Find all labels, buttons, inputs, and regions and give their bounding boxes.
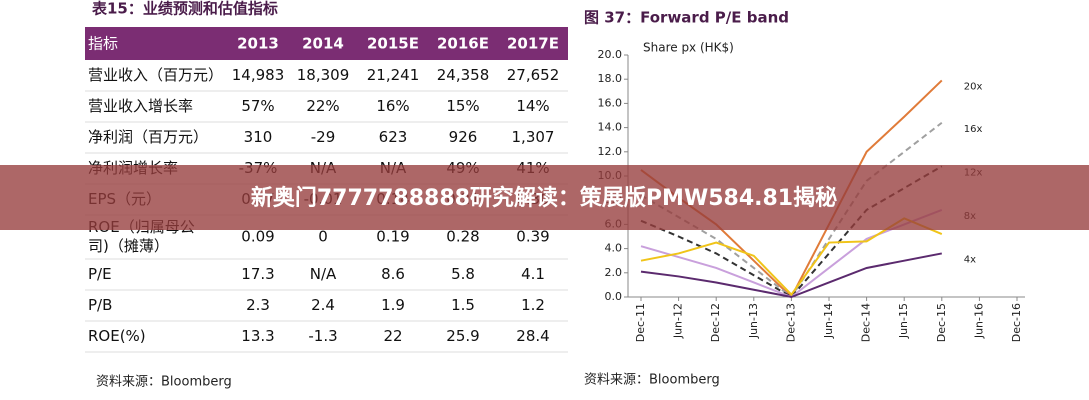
table-row-label: ROE(%): [88, 327, 146, 345]
table-cell: 57%: [241, 97, 274, 115]
table-cell: 0.09: [241, 228, 274, 246]
x-tick-label: Jun-15: [897, 303, 910, 339]
table-row-label: 营业收入（百万元）: [88, 66, 223, 84]
series-label: 16x: [964, 124, 983, 135]
table-header-cell: 2015E: [367, 35, 419, 53]
banner-bg: [0, 165, 1089, 230]
table-cell: 4.1: [521, 265, 545, 283]
table-header-bg: [85, 27, 568, 60]
table-cell: 1.9: [381, 296, 405, 314]
y-tick-label: 4.0: [605, 242, 623, 255]
y-axis-label: Share px (HK$): [643, 41, 734, 55]
table-cell: 28.4: [516, 327, 549, 345]
table-cell: 1,307: [512, 128, 555, 146]
table-cell: 16%: [376, 97, 409, 115]
series-label: 20x: [964, 81, 983, 92]
series-label: 4x: [964, 254, 976, 265]
chart-title: 图 37：Forward P/E band: [584, 9, 789, 27]
y-tick-label: 16.0: [598, 96, 623, 109]
table-cell: 5.8: [451, 265, 475, 283]
table-source: 资料来源：Bloomberg: [96, 375, 232, 390]
table-header-cell: 2017E: [507, 35, 559, 53]
series-line: [640, 252, 942, 299]
table-cell: 17.3: [241, 265, 274, 283]
y-tick-label: 14.0: [598, 121, 623, 134]
table-cell: 24,358: [437, 66, 490, 84]
table-header-cell: 2014: [302, 35, 344, 53]
table-cell: 1.2: [521, 296, 545, 314]
x-tick-label: Dec-15: [935, 303, 948, 342]
table-cell: 25.9: [446, 327, 479, 345]
x-tick-label: Jun-13: [747, 303, 760, 339]
table-row-label: 营业收入增长率: [88, 97, 193, 115]
table-cell: 2.3: [246, 296, 270, 314]
table-cell: N/A: [310, 265, 337, 283]
x-tick-label: Dec-13: [784, 303, 797, 342]
table-cell: 1.5: [451, 296, 475, 314]
x-tick-label: Dec-14: [860, 303, 873, 342]
table-cell: 18,309: [297, 66, 350, 84]
x-tick-label: Jun-14: [822, 303, 835, 339]
table-cell: 14%: [516, 97, 549, 115]
x-tick-label: Dec-11: [634, 303, 647, 342]
table-cell: 21,241: [367, 66, 420, 84]
table-cell: 27,652: [507, 66, 560, 84]
table-cell: 0.28: [446, 228, 479, 246]
x-tick-label: Dec-12: [709, 303, 722, 342]
table-cell: 14,983: [232, 66, 285, 84]
table-cell: 8.6: [381, 265, 405, 283]
y-tick-label: 18.0: [598, 72, 623, 85]
y-tick-label: 12.0: [598, 145, 623, 158]
table-cell: 22: [383, 327, 402, 345]
table-header-cell: 2013: [237, 35, 279, 53]
table-row-label: P/E: [88, 265, 112, 283]
x-tick-label: Jun-12: [672, 303, 685, 339]
x-tick-label: Jun-16: [972, 303, 985, 339]
table-cell: 0.39: [516, 228, 549, 246]
banner: 新奥门7777788888研究解读：策展版PMW584.81揭秘: [0, 165, 1089, 230]
table-cell: 623: [379, 128, 408, 146]
table-cell: 0: [318, 228, 328, 246]
x-tick-label: Dec-16: [1010, 303, 1023, 342]
table-cell: -29: [311, 128, 336, 146]
table-cell: 22%: [306, 97, 339, 115]
y-tick-label: 2.0: [605, 266, 623, 279]
table-title: 表15：业绩预测和估值指标: [92, 0, 278, 18]
table-header-cell: 2016E: [437, 35, 489, 53]
table-cell: 15%: [446, 97, 479, 115]
banner-text: 新奥门7777788888研究解读：策展版PMW584.81揭秘: [251, 185, 837, 211]
table-cell: 926: [449, 128, 478, 146]
y-tick-label: 20.0: [598, 48, 623, 61]
table-cell: 2.4: [311, 296, 335, 314]
table-row-label: P/B: [88, 296, 112, 314]
y-tick-label: 0.0: [605, 290, 623, 303]
table-cell: -1.3: [308, 327, 337, 345]
chart-source: 资料来源：Bloomberg: [584, 373, 720, 388]
table-row-label: 净利润（百万元）: [88, 128, 208, 146]
table-cell: 310: [244, 128, 273, 146]
table-cell: 13.3: [241, 327, 274, 345]
table-row-label: 司)（摊薄）: [88, 237, 169, 255]
table-cell: 0.19: [376, 228, 409, 246]
table-header-cell: 指标: [88, 35, 118, 53]
